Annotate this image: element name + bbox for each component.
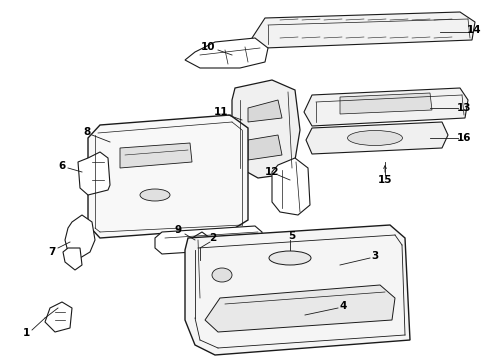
Polygon shape (188, 232, 212, 302)
Polygon shape (120, 143, 192, 168)
Text: 6: 6 (58, 161, 66, 171)
Polygon shape (155, 226, 262, 254)
Polygon shape (185, 225, 410, 355)
Text: 16: 16 (457, 133, 471, 143)
Polygon shape (252, 12, 475, 48)
Polygon shape (272, 158, 310, 215)
Polygon shape (248, 100, 282, 122)
Text: 12: 12 (265, 167, 279, 177)
Ellipse shape (212, 268, 232, 282)
Ellipse shape (269, 251, 311, 265)
Polygon shape (340, 93, 432, 114)
Polygon shape (88, 115, 248, 238)
Text: 13: 13 (457, 103, 471, 113)
Polygon shape (232, 80, 300, 178)
Text: 8: 8 (83, 127, 91, 137)
Text: 10: 10 (201, 42, 215, 52)
Text: 3: 3 (371, 251, 379, 261)
Text: 7: 7 (49, 247, 56, 257)
Polygon shape (306, 122, 448, 154)
Text: 15: 15 (378, 175, 392, 185)
Text: 11: 11 (214, 107, 228, 117)
Text: 2: 2 (209, 233, 217, 243)
Polygon shape (205, 285, 395, 332)
Polygon shape (78, 152, 110, 195)
Polygon shape (304, 88, 468, 126)
Polygon shape (45, 302, 72, 332)
Ellipse shape (347, 131, 402, 145)
Text: 5: 5 (289, 231, 295, 241)
Polygon shape (185, 38, 268, 68)
Text: 9: 9 (174, 225, 182, 235)
Polygon shape (65, 215, 95, 258)
Polygon shape (248, 135, 282, 160)
Polygon shape (63, 248, 82, 270)
Text: 4: 4 (339, 301, 347, 311)
Text: 1: 1 (23, 328, 29, 338)
Ellipse shape (140, 189, 170, 201)
Text: 14: 14 (466, 25, 481, 35)
